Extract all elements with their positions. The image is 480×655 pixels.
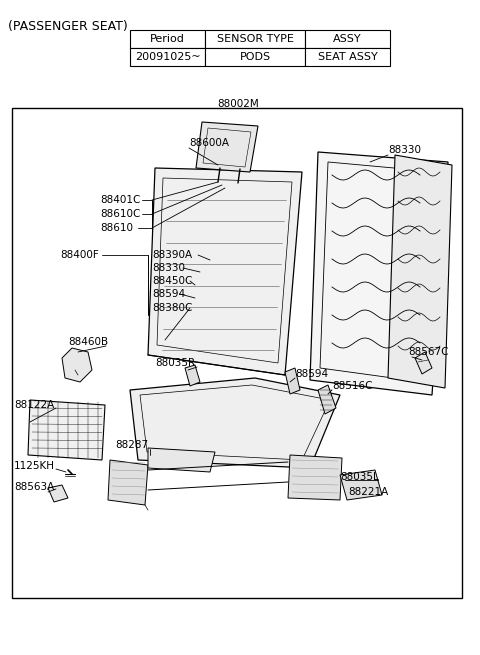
Text: 88287: 88287 xyxy=(115,440,148,450)
Polygon shape xyxy=(318,385,336,414)
Text: PODS: PODS xyxy=(240,52,271,62)
Text: 88002M: 88002M xyxy=(217,99,259,109)
Text: SENSOR TYPE: SENSOR TYPE xyxy=(216,34,293,44)
Bar xyxy=(205,48,305,66)
Polygon shape xyxy=(48,485,68,502)
Text: 88221A: 88221A xyxy=(348,487,388,497)
Bar xyxy=(130,30,205,48)
Text: 88122A: 88122A xyxy=(14,400,54,410)
Text: 88330: 88330 xyxy=(152,263,185,273)
Text: 88035L: 88035L xyxy=(340,472,379,482)
Text: 88400F: 88400F xyxy=(60,250,99,260)
Text: 88610C: 88610C xyxy=(100,209,140,219)
Text: 88460B: 88460B xyxy=(68,337,108,347)
Text: 88401C: 88401C xyxy=(100,195,140,205)
Polygon shape xyxy=(148,448,215,472)
Text: 88600A: 88600A xyxy=(189,138,229,148)
Bar xyxy=(12,108,462,598)
Text: 88450C: 88450C xyxy=(152,276,192,286)
Text: (PASSENGER SEAT): (PASSENGER SEAT) xyxy=(8,20,128,33)
Polygon shape xyxy=(340,470,382,500)
Text: ASSY: ASSY xyxy=(333,34,362,44)
Text: 88390A: 88390A xyxy=(152,250,192,260)
Polygon shape xyxy=(62,348,92,382)
Text: Period: Period xyxy=(150,34,185,44)
Text: 88594: 88594 xyxy=(295,369,328,379)
Text: 88380C: 88380C xyxy=(152,303,192,313)
Bar xyxy=(130,48,205,66)
Polygon shape xyxy=(310,152,448,395)
Polygon shape xyxy=(130,378,340,468)
Text: 88563A: 88563A xyxy=(14,482,54,492)
Text: 88035R: 88035R xyxy=(155,358,195,368)
Text: 88610: 88610 xyxy=(100,223,133,233)
Polygon shape xyxy=(148,168,302,375)
Text: 88567C: 88567C xyxy=(408,347,448,357)
Polygon shape xyxy=(388,155,452,388)
Text: 1125KH: 1125KH xyxy=(14,461,55,471)
Bar xyxy=(205,30,305,48)
Bar xyxy=(305,48,390,66)
Polygon shape xyxy=(185,365,200,386)
Text: 88594: 88594 xyxy=(152,289,185,299)
Text: 88516C: 88516C xyxy=(332,381,372,391)
Text: SEAT ASSY: SEAT ASSY xyxy=(318,52,377,62)
Polygon shape xyxy=(415,352,432,374)
Polygon shape xyxy=(196,122,258,172)
Polygon shape xyxy=(28,400,105,460)
Polygon shape xyxy=(285,368,300,394)
Text: 88330: 88330 xyxy=(388,145,421,155)
Polygon shape xyxy=(108,460,148,505)
Bar xyxy=(305,30,390,48)
Text: 20091025~: 20091025~ xyxy=(135,52,200,62)
Polygon shape xyxy=(288,455,342,500)
